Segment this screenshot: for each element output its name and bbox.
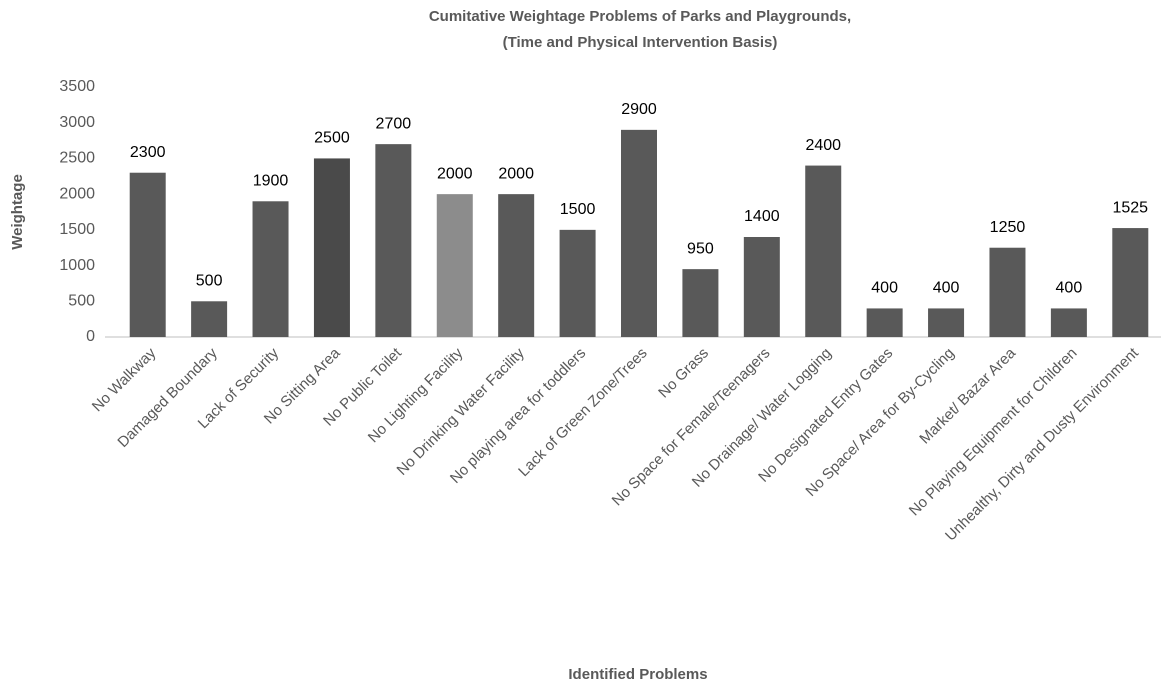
data-label: 1525 [1112,199,1148,216]
data-label: 1250 [990,219,1026,236]
data-label: 2400 [805,137,841,154]
x-tick-label: No Drinking Water Facility [394,344,529,479]
bar [191,301,228,337]
x-tick-label: No Grass [655,345,712,402]
data-label: 400 [1056,280,1083,297]
bar [559,229,596,337]
bar [989,247,1026,337]
chart-title: Cumitative Weightage Problems of Parks a… [429,8,851,25]
y-tick-label: 3000 [59,114,95,131]
bar [1050,308,1087,337]
bar [866,308,903,337]
y-tick-label: 3500 [59,78,95,95]
y-tick-label: 500 [68,293,95,310]
data-label: 500 [196,273,223,290]
bar [252,201,289,337]
bar [375,144,412,337]
data-label: 2000 [437,165,473,182]
data-label: 2000 [498,165,534,182]
bar [1112,228,1149,337]
data-label: 2300 [130,144,166,161]
bar [805,165,842,337]
y-tick-label: 0 [86,328,95,345]
y-tick-label: 2500 [59,150,95,167]
bar [743,237,780,337]
y-tick-label: 2000 [59,185,95,202]
y-axis-label: Weightage [9,174,26,250]
data-label: 1900 [253,173,289,190]
chart-title: (Time and Physical Intervention Basis) [503,34,778,51]
bar [682,269,719,337]
bar [313,158,350,337]
bar [436,194,473,337]
data-label: 2900 [621,101,657,118]
bar [129,172,166,337]
y-tick-label: 1500 [59,221,95,238]
data-label: 2700 [376,115,412,132]
data-label: 2500 [314,130,350,147]
data-label: 1400 [744,208,780,225]
data-label: 400 [933,280,960,297]
bar [621,129,657,337]
bar [928,308,965,337]
x-axis-label: Identified Problems [568,666,707,683]
data-label: 400 [871,280,898,297]
data-label: 950 [687,240,714,257]
y-tick-label: 1000 [59,257,95,274]
bar [498,194,535,337]
data-label: 1500 [560,201,596,218]
x-tick-label: Lack of Green Zone/Trees [515,345,650,480]
